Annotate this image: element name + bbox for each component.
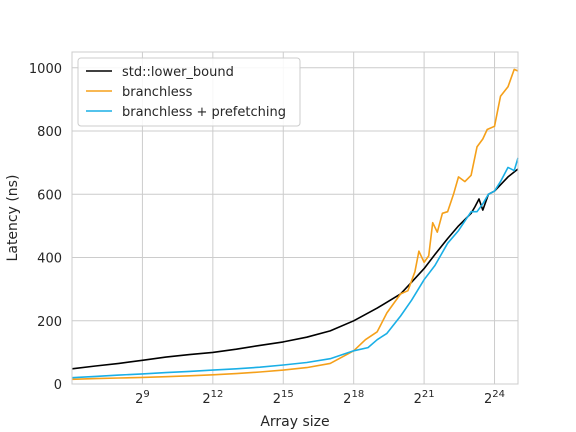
y-tick-label: 600 (37, 188, 62, 203)
legend-label: branchless + prefetching (122, 105, 286, 120)
y-axis-label: Latency (ns) (5, 175, 21, 262)
y-tick-label: 0 (54, 378, 62, 393)
y-axis-ticks: 0 200 400 600 800 1000 (29, 62, 62, 393)
legend-label: std::lower_bound (122, 65, 234, 80)
x-tick-label: 221 (414, 389, 435, 407)
legend-box (77, 57, 301, 127)
series-line-1 (71, 68, 519, 381)
x-tick-label: 29 (135, 389, 150, 407)
x-tick-label: 218 (343, 389, 364, 407)
y-tick-label: 200 (37, 315, 62, 330)
series-lines (71, 68, 519, 381)
x-tick-label: 224 (484, 389, 505, 407)
x-axis-ticks: 29 212 215 218 221 224 (135, 389, 505, 407)
x-tick-label: 215 (273, 389, 294, 407)
x-tick-label: 212 (202, 389, 223, 407)
y-tick-label: 1000 (29, 62, 62, 77)
y-tick-label: 400 (37, 252, 62, 267)
plot-frame (71, 51, 519, 385)
x-axis-label: Array size (260, 414, 329, 430)
series-line-2 (71, 157, 519, 379)
legend-label: branchless (122, 85, 193, 100)
y-tick-label: 800 (37, 125, 62, 140)
